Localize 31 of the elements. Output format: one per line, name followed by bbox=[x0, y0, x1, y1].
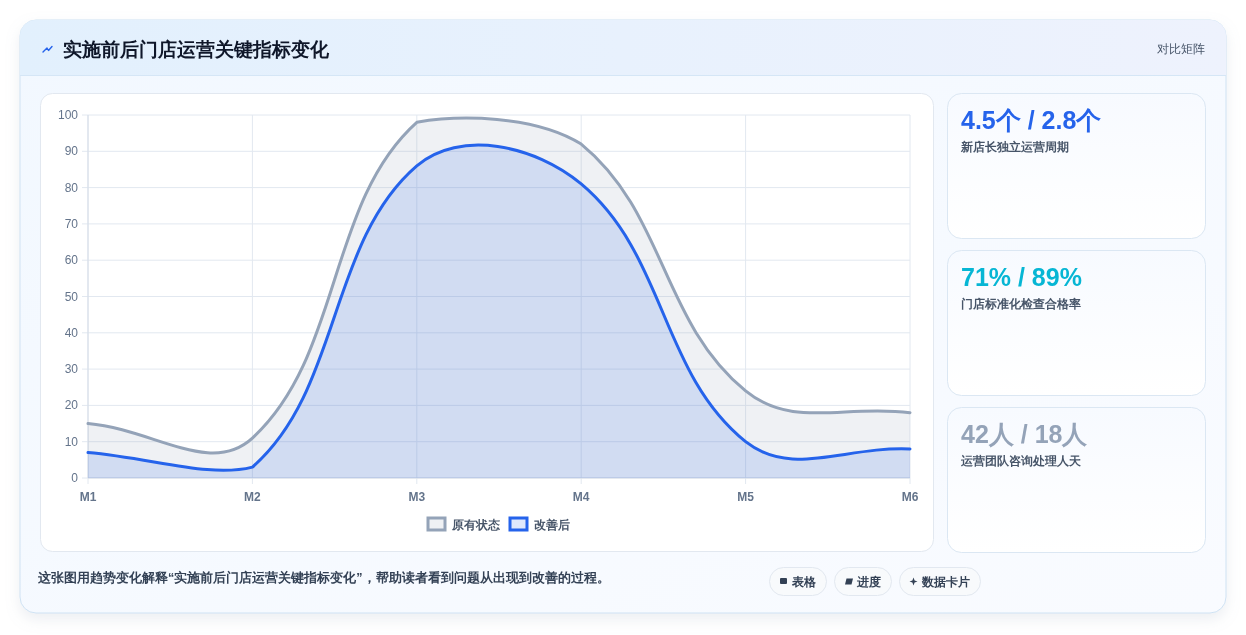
y-tick-label: 20 bbox=[64, 398, 79, 413]
y-tick-label: 80 bbox=[64, 180, 79, 195]
y-tick-label: 40 bbox=[64, 325, 79, 340]
x-tick-label: M1 bbox=[79, 490, 97, 504]
text: 4.5个 / 2.8个 bbox=[961, 106, 1102, 134]
legend-label: 原有状态 bbox=[451, 517, 501, 532]
text: 运营团队咨询处理人天 bbox=[960, 454, 1082, 468]
y-tick-label: 50 bbox=[64, 289, 79, 304]
legend-label: 改善后 bbox=[534, 517, 570, 532]
text: 新店长独立运营周期 bbox=[960, 140, 1069, 154]
x-tick-label: M3 bbox=[408, 490, 426, 504]
chart-title: 实施前后门店运营关键指标变化 bbox=[63, 39, 330, 60]
y-tick-label: 100 bbox=[57, 108, 79, 122]
y-tick-label: 60 bbox=[64, 253, 79, 268]
y-tick-label: 10 bbox=[64, 434, 79, 449]
x-tick-label: M6 bbox=[901, 490, 919, 504]
x-tick-label: M5 bbox=[737, 490, 755, 504]
text: 数据卡片 bbox=[921, 575, 970, 589]
y-tick-label: 0 bbox=[71, 471, 79, 485]
x-tick-label: M4 bbox=[572, 490, 590, 504]
text: 这张图用趋势变化解释“实施前后门店运营关键指标变化”，帮助读者看到问题从出现到改善的过程。 bbox=[37, 570, 610, 585]
text: 门店标准化检查合格率 bbox=[961, 297, 1081, 311]
x-tick-label: M2 bbox=[244, 490, 262, 504]
text: 对比矩阵 bbox=[1157, 42, 1205, 56]
y-tick-label: 70 bbox=[64, 216, 79, 231]
text: 71% / 89% bbox=[961, 263, 1082, 291]
text: 表格 bbox=[791, 575, 817, 589]
y-tick-label: 30 bbox=[64, 362, 79, 377]
text: 进度 bbox=[856, 575, 881, 589]
y-tick-label: 90 bbox=[64, 144, 79, 159]
text: 42人 / 18人 bbox=[961, 420, 1089, 448]
